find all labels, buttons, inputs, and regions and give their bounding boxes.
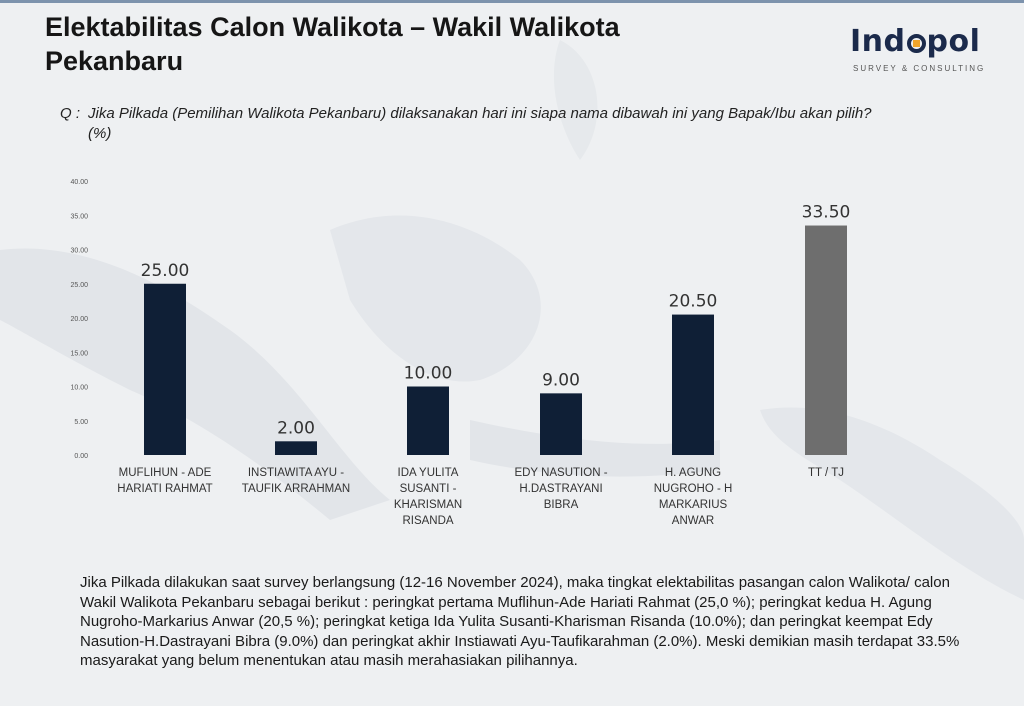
y-tick-label: 0.00 <box>74 453 88 460</box>
category-label-line: SUSANTI - <box>400 483 457 495</box>
category-label-line: INSTIAWITA AYU - <box>248 467 344 479</box>
category-label: EDY NASUTION - H.DASTRAYANI BIBRA <box>514 467 607 511</box>
category-label: IDA YULITA SUSANTI - KHARISMAN RISANDA <box>394 467 462 527</box>
category-label: MUFLIHUN - ADE HARIATI RAHMAT <box>117 467 212 495</box>
data-label: 33.50 <box>802 203 851 223</box>
bar <box>407 386 449 455</box>
page-title: Elektabilitas Calon Walikota – Wakil Wal… <box>45 12 620 76</box>
category-label-line: MUFLIHUN - ADE <box>119 467 212 479</box>
data-label: 25.00 <box>141 261 190 281</box>
bar <box>805 225 847 455</box>
category-label-line: H. AGUNG <box>665 467 721 479</box>
category-label-line: KHARISMAN <box>394 499 462 511</box>
data-label: 9.00 <box>542 370 580 390</box>
chart-description: Jika Pilkada dilakukan saat survey berla… <box>80 574 960 669</box>
bar-chart: 0.00 5.00 10.00 15.00 20.00 25.00 30.00 35.00 40… <box>70 179 851 527</box>
category-label-line: H.DASTRAYANI <box>519 483 602 495</box>
y-tick-label: 10.00 <box>70 385 88 392</box>
logo-tagline: SURVEY & CONSULTING <box>853 64 986 73</box>
indopol-logo: Ind pol SURVEY & CONSULTING <box>850 26 1000 86</box>
data-label: 10.00 <box>404 364 453 384</box>
category-label-line: ANWAR <box>672 515 714 527</box>
y-tick-label: 20.00 <box>70 316 88 323</box>
category-label: H. AGUNG NUGROHO - H MARKARIUS ANWAR <box>654 467 733 527</box>
category-label-line: NUGROHO - H <box>654 483 733 495</box>
category-label-line: HARIATI RAHMAT <box>117 483 212 495</box>
bar <box>144 283 186 455</box>
top-accent-line <box>0 0 1024 3</box>
category-label-line: TAUFIK ARRAHMAN <box>242 483 350 495</box>
logo-wordmark: Ind pol <box>850 24 981 59</box>
category-label-line: IDA YULITA <box>398 467 459 479</box>
bar <box>540 393 582 455</box>
bar <box>672 314 714 455</box>
category-label: INSTIAWITA AYU - TAUFIK ARRAHMAN <box>242 467 350 495</box>
category-label-line: MARKARIUS <box>659 499 728 511</box>
y-tick-label: 35.00 <box>70 213 88 220</box>
y-tick-label: 5.00 <box>74 419 88 426</box>
data-label: 2.00 <box>277 418 315 438</box>
question-text: Jika Pilkada (Pemilihan Walikota Pekanba… <box>88 105 872 142</box>
category-label-line: TT / TJ <box>808 467 844 479</box>
y-tick-label: 30.00 <box>70 248 88 255</box>
y-tick-label: 25.00 <box>70 282 88 289</box>
y-tick-label: 15.00 <box>70 350 88 357</box>
question-prefix: Q : <box>60 105 81 122</box>
data-label: 20.50 <box>669 292 718 312</box>
y-tick-label: 40.00 <box>70 179 88 186</box>
category-label-line: RISANDA <box>402 515 453 527</box>
category-label-line: EDY NASUTION - <box>514 467 607 479</box>
bar <box>275 441 317 455</box>
category-label-line: BIBRA <box>544 499 579 511</box>
category-label: TT / TJ <box>808 467 844 479</box>
